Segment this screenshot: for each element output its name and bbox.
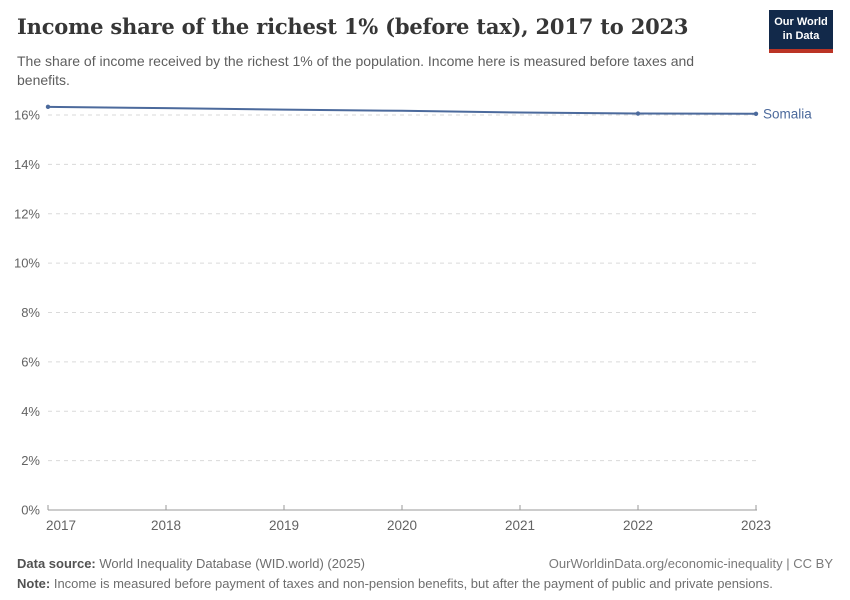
y-axis-tick-label: 14% [14, 157, 40, 172]
data-source: Data source: World Inequality Database (… [17, 556, 365, 571]
y-axis-tick-label: 4% [21, 404, 40, 419]
series-label[interactable]: Somalia [763, 106, 812, 121]
x-axis-tick-label: 2017 [46, 518, 76, 533]
y-axis-tick-label: 8% [21, 305, 40, 320]
x-axis-tick-label: 2019 [269, 518, 299, 533]
x-axis-tick-label: 2023 [741, 518, 771, 533]
data-point [45, 104, 51, 110]
logo-line-1: Our World [774, 15, 828, 28]
data-source-label: Data source: [17, 556, 96, 571]
y-axis-tick-label: 2% [21, 453, 40, 468]
chart-note: Note: Income is measured before payment … [17, 576, 833, 591]
y-axis-tick-label: 16% [14, 108, 40, 123]
data-point [635, 111, 641, 116]
x-axis-tick-label: 2021 [505, 518, 535, 533]
x-axis-tick-label: 2022 [623, 518, 653, 533]
x-axis-tick-label: 2018 [151, 518, 181, 533]
chart-footer: Data source: World Inequality Database (… [17, 556, 833, 591]
owid-logo[interactable]: Our World in Data [769, 10, 833, 53]
note-text: Income is measured before payment of tax… [50, 576, 773, 591]
x-axis-tick-label: 2020 [387, 518, 417, 533]
line-chart: 0% 2% 4% 6% 8% 10% 12% 14% 16% 2017 2018 2019 2020 20… [0, 92, 850, 538]
series-line [47, 105, 757, 115]
y-axis-tick-label: 12% [14, 206, 40, 221]
y-axis-tick-label: 6% [21, 354, 40, 369]
logo-line-2: in Data [782, 29, 820, 42]
note-label: Note: [17, 576, 51, 591]
y-axis-tick-label: 0% [21, 503, 40, 518]
data-point [753, 111, 759, 116]
page-title: Income share of the richest 1% (before t… [17, 14, 689, 39]
citation-link[interactable]: OurWorldinData.org/economic-inequality |… [548, 556, 833, 571]
chart-subtitle: The share of income received by the rich… [17, 53, 695, 89]
chart-canvas: 0% 2% 4% 6% 8% 10% 12% 14% 16% 2017 2018 2019 2020 20… [14, 104, 812, 533]
data-source-text: World Inequality Database (WID.world) (2… [95, 556, 366, 571]
y-axis-tick-label: 10% [14, 256, 40, 271]
